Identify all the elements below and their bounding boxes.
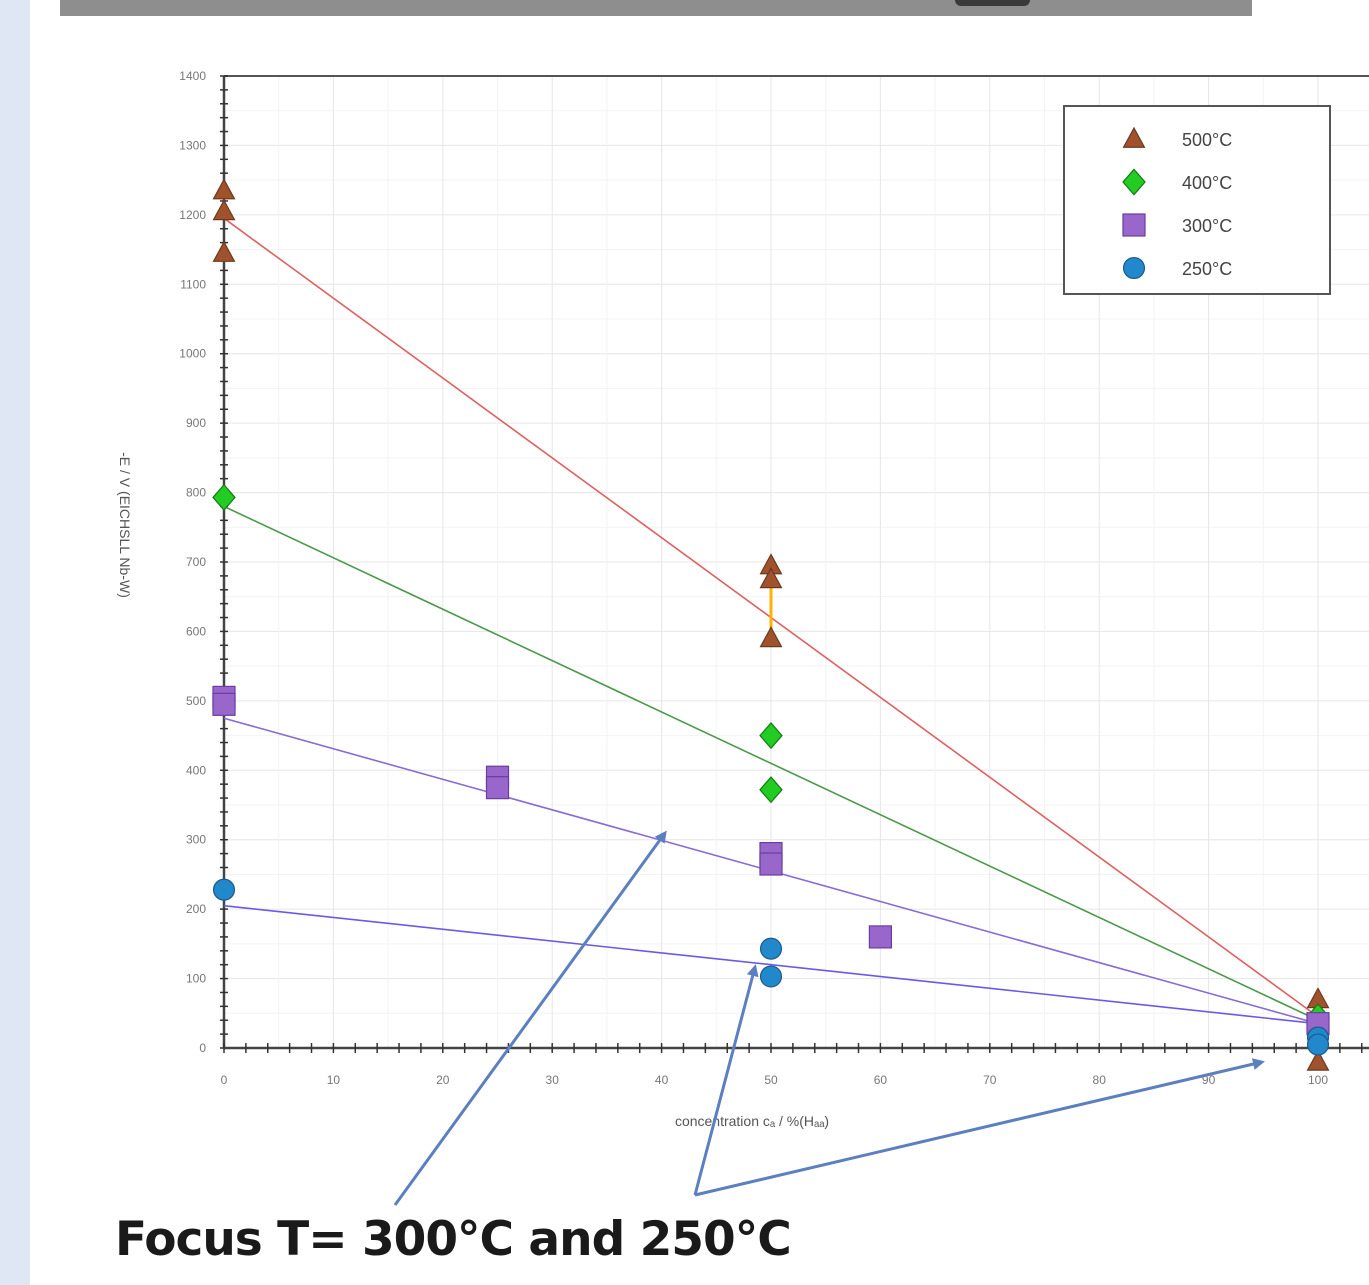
data-point-diamond [759, 776, 783, 804]
left-panel-strip [0, 0, 30, 1285]
x-tick-label: 20 [436, 1073, 450, 1087]
data-point-circle [759, 937, 783, 960]
data-point-triangle [1122, 126, 1146, 148]
chart-axes: 0100200300400500600700800900100011001200… [117, 69, 1369, 1129]
data-point-triangle [212, 178, 236, 200]
legend-label: 400°C [1182, 173, 1232, 193]
data-point-diamond [759, 722, 783, 750]
legend-label: 250°C [1182, 259, 1232, 279]
y-tick-label: 1000 [179, 347, 206, 361]
legend-label: 500°C [1182, 130, 1232, 150]
data-point-square [485, 776, 510, 800]
data-point-square [1122, 213, 1146, 237]
chart-legend: 500°C 400°C 300°C 250°C [1063, 105, 1331, 295]
y-axis-title: -E / V (EICHSLL Nb-W) [117, 452, 133, 598]
y-tick-label: 300 [186, 833, 206, 847]
x-tick-label: 10 [327, 1073, 341, 1087]
x-tick-label: 30 [546, 1073, 560, 1087]
y-tick-label: 200 [186, 902, 206, 916]
data-point-circle [1122, 256, 1146, 280]
y-tick-label: 1300 [179, 138, 206, 152]
data-point-square [212, 692, 236, 716]
y-tick-label: 700 [186, 555, 206, 569]
x-tick-label: 80 [1093, 1073, 1107, 1087]
data-point-diamond [212, 483, 236, 511]
data-point-circle [759, 965, 783, 988]
data-point-square [868, 925, 893, 949]
legend-box [1063, 105, 1331, 295]
data-point-triangle [759, 567, 783, 589]
y-tick-label: 1400 [179, 69, 206, 83]
x-axis-title: concentration cₐ / %(Hₐₐ) [675, 1113, 829, 1129]
x-tick-label: 0 [221, 1073, 228, 1087]
y-tick-label: 500 [186, 694, 206, 708]
annotation-arrow [694, 1058, 1265, 1197]
data-point-triangle [212, 199, 236, 221]
data-points [212, 178, 1330, 1071]
x-tick-label: 100 [1308, 1073, 1328, 1087]
annotation-arrows [393, 830, 1265, 1206]
x-tick-label: 70 [983, 1073, 997, 1087]
y-tick-label: 600 [186, 624, 206, 638]
y-tick-label: 800 [186, 486, 206, 500]
annotation-arrow [693, 964, 759, 1196]
data-point-circle [1306, 1033, 1330, 1056]
legend-label: 300°C [1182, 216, 1232, 236]
data-point-square [759, 852, 783, 876]
x-tick-label: 50 [764, 1073, 778, 1087]
annotation-arrow [393, 830, 667, 1206]
trend-line [223, 904, 1319, 1025]
y-tick-label: 900 [186, 416, 206, 430]
data-point-circle [212, 878, 236, 901]
top-image-bar [60, 0, 1252, 16]
data-point-triangle [212, 240, 236, 262]
trend-line [223, 505, 1319, 1021]
data-point-diamond [1122, 168, 1146, 196]
y-tick-label: 1100 [180, 277, 206, 291]
y-tick-label: 0 [199, 1041, 206, 1055]
x-tick-label: 40 [655, 1073, 669, 1087]
data-point-triangle [759, 626, 783, 648]
y-tick-label: 100 [186, 972, 206, 986]
data-point-triangle [1306, 1049, 1330, 1071]
y-tick-label: 400 [186, 763, 206, 777]
top-bar-handle [955, 0, 1030, 6]
focus-caption: Focus T= 300°C and 250°C [115, 1212, 792, 1267]
y-tick-label: 1200 [179, 208, 206, 222]
x-tick-label: 60 [874, 1073, 888, 1087]
